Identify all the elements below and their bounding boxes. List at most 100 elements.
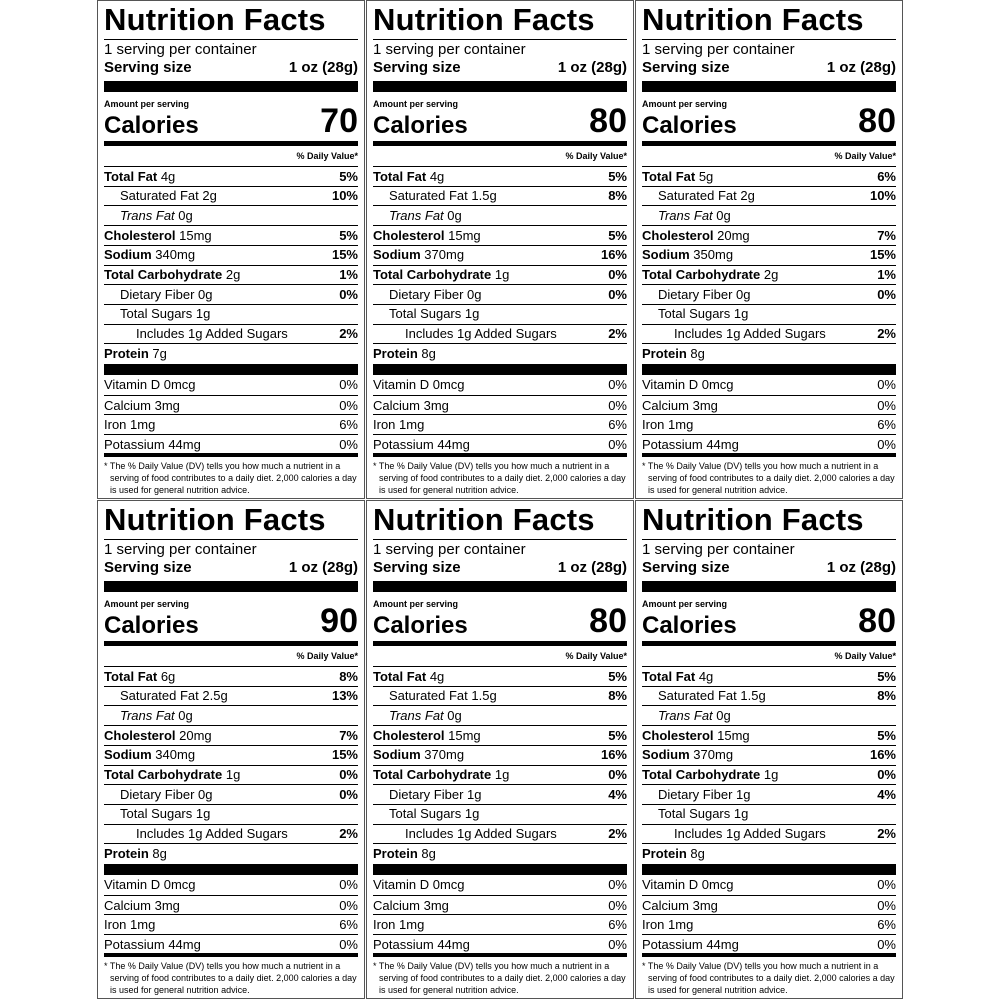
nutrient-amount: 370mg	[424, 747, 465, 763]
serving-size-label: Serving size	[642, 59, 730, 76]
medium-bar	[373, 953, 627, 957]
nutrient-dv: 6%	[877, 168, 896, 184]
vitamin: Potassium 44mg	[104, 937, 201, 952]
nutrient-name: Includes 1g Added Sugars	[405, 826, 557, 842]
nutrient-row: Total Carbohydrate 1g 0%	[104, 764, 358, 784]
nutrient-name: Includes 1g Added Sugars	[674, 326, 826, 342]
nutrient: Saturated Fat 1.5g	[658, 688, 766, 703]
nutrient-dv: 5%	[339, 168, 358, 184]
vitamin-dv: 6%	[877, 417, 896, 433]
vitamin-row: Calcium 3mg 0%	[373, 394, 627, 415]
nutrient-amount: 4g	[698, 668, 714, 684]
nutrient: Total Fat 4g	[104, 169, 175, 184]
thick-bar	[373, 81, 627, 92]
vitamin-row: Potassium 44mg 0%	[104, 434, 358, 454]
nutrient: Sodium 340mg	[104, 247, 195, 262]
amount-per-serving: Amount per serving	[373, 99, 459, 109]
nutrient-name: Total Carbohydrate	[642, 267, 761, 282]
vitamin-amount: 1mg	[399, 917, 425, 933]
vitamin: Vitamin D 0mcg	[104, 377, 196, 392]
nutrient-dv: 16%	[600, 247, 627, 263]
nutrient: Protein 8g	[104, 846, 167, 861]
nutrient-name: Includes 1g Added Sugars	[136, 326, 288, 342]
vitamin-amount: 0mcg	[432, 877, 465, 892]
vitamin-amount: 0mcg	[701, 877, 734, 892]
medium-bar	[642, 141, 896, 146]
vitamin-amount: 3mg	[692, 397, 718, 413]
vitamin-dv: 6%	[608, 917, 627, 933]
serving-size-label: Serving size	[373, 559, 461, 576]
vitamin-amount: 44mg	[437, 437, 470, 453]
nutrient-name: Saturated Fat	[120, 688, 199, 704]
nutrient-row: Total Sugars 1g	[642, 803, 896, 823]
nutrient-amount: 370mg	[424, 247, 465, 263]
nutrient-amount: 1g	[225, 767, 241, 782]
nutrient: Total Fat 4g	[642, 669, 713, 684]
vitamin: Vitamin D 0mcg	[642, 377, 734, 392]
nutrient-name: Total Sugars	[389, 306, 462, 322]
nutrient-amount: 4g	[429, 668, 445, 684]
nutrient: Cholesterol 15mg	[373, 228, 481, 243]
nutrient: Trans Fat 0g	[389, 208, 462, 223]
vitamin-name: Potassium	[104, 437, 165, 453]
vitamin-dv: 0%	[608, 397, 627, 413]
nutrient-amount: 15mg	[448, 227, 481, 243]
nutrient-dv: 8%	[608, 188, 627, 204]
nutrient-name: Protein	[642, 345, 687, 361]
nutrient-name: Protein	[373, 345, 418, 361]
vitamin-amount: 0mcg	[163, 377, 196, 392]
nutrient-amount: 340mg	[155, 747, 196, 763]
thick-bar	[642, 81, 896, 92]
nutrient-dv: 8%	[608, 688, 627, 704]
nutrient-row: Saturated Fat 1.5g 8%	[642, 685, 896, 705]
servings: 1 serving per container	[104, 541, 257, 558]
nutrient-amount: 20mg	[179, 727, 212, 743]
nutrient: Dietary Fiber 0g	[658, 287, 751, 302]
vitamin-row: Potassium 44mg 0%	[373, 934, 627, 954]
vitamin-row: Vitamin D 0mcg 0%	[642, 875, 896, 894]
nutrient-amount: 2g	[763, 267, 779, 282]
serving-size: 1 oz (28g)	[826, 559, 896, 576]
dv-header: % Daily Value*	[296, 151, 358, 161]
nutrient-name: Protein	[373, 845, 418, 861]
vitamin: Iron 1mg	[373, 417, 424, 432]
nutrient-row: Protein 8g	[642, 843, 896, 862]
vitamin-row: Potassium 44mg 0%	[642, 434, 896, 454]
rule	[642, 39, 896, 40]
nutrient-amount: 1g	[733, 306, 749, 322]
nutrient-row: Protein 7g	[104, 343, 358, 362]
vitamin: Calcium 3mg	[642, 898, 718, 913]
nutrient-row: Total Fat 4g 5%	[642, 666, 896, 685]
vitamin-name: Vitamin D	[373, 877, 430, 892]
amount-per-serving: Amount per serving	[104, 599, 190, 609]
nutrient-name: Cholesterol	[373, 727, 445, 743]
nutrition-label: Nutrition Facts 1 serving per container Se…	[366, 0, 634, 499]
medium-bar	[104, 953, 358, 957]
vitamin-dv: 0%	[339, 877, 358, 892]
medium-bar	[373, 641, 627, 646]
nutrient-dv: 8%	[339, 668, 358, 684]
nutrient-amount: 0g	[736, 286, 751, 302]
serving-size: 1 oz (28g)	[557, 559, 627, 576]
calories-label: Calories	[642, 112, 737, 139]
nutrient-row: Includes 1g Added Sugars 2%	[642, 823, 896, 843]
nutrient-amount: 1g	[467, 786, 482, 802]
nutrition-label: Nutrition Facts 1 serving per container Se…	[97, 0, 365, 499]
nutrient-name: Total Sugars	[120, 806, 193, 822]
nutrient-amount: 0g	[447, 207, 462, 223]
vitamin: Calcium 3mg	[373, 898, 449, 913]
nutrient-dv: 5%	[339, 227, 358, 243]
nutrient: Trans Fat 0g	[120, 208, 193, 223]
footnote: * The % Daily Value (DV) tells you how m…	[104, 961, 357, 995]
nutrient-amount: 0g	[716, 207, 731, 223]
nutrient-name: Protein	[104, 345, 149, 361]
nutrient: Total Sugars 1g	[389, 806, 479, 821]
vitamin-dv: 0%	[877, 377, 896, 392]
nutrient: Total Fat 4g	[373, 669, 444, 684]
vitamin-name: Calcium	[642, 397, 689, 413]
dv-header: % Daily Value*	[565, 151, 627, 161]
nutrient-amount: 1.5g	[471, 688, 497, 704]
vitamin: Potassium 44mg	[373, 937, 470, 952]
vitamin-dv: 6%	[877, 917, 896, 933]
